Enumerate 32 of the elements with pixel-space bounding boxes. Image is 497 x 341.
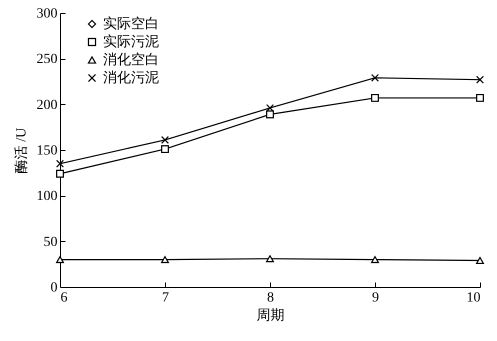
point [476, 257, 484, 264]
x-tick-label: 9 [372, 290, 379, 306]
point [371, 74, 379, 82]
y-tick-label: 250 [36, 52, 58, 68]
y-tick-label: 50 [44, 234, 58, 250]
y-tick-label: 0 [50, 280, 58, 296]
y-tick-label: 150 [36, 144, 58, 158]
point [266, 110, 274, 118]
point [161, 256, 169, 264]
point [266, 104, 274, 112]
x-tick-label: 10 [466, 290, 480, 306]
x-tick-label: 7 [162, 290, 169, 306]
y-tick-label: 300 [36, 6, 58, 22]
point [371, 256, 379, 264]
point [266, 255, 274, 262]
point [476, 76, 484, 84]
y-tick-label: 200 [36, 98, 58, 113]
x-tick-label: 6 [60, 290, 68, 306]
legend-label: 实际空白 [103, 16, 159, 32]
legend-label: 实际污泥 [103, 34, 159, 50]
point [371, 94, 379, 102]
y-tick-label: 100 [36, 189, 58, 204]
point [161, 145, 169, 154]
point [476, 94, 484, 102]
point [56, 170, 64, 178]
point [56, 160, 64, 168]
point [161, 136, 169, 144]
legend-label: 消化空白 [103, 52, 159, 68]
legend-label: 消化污泥 [103, 70, 159, 86]
x-tick-label: 8 [267, 290, 274, 306]
y-axis-title: 酶活 /U [14, 128, 30, 174]
x-axis-title: 周期 [256, 308, 284, 324]
